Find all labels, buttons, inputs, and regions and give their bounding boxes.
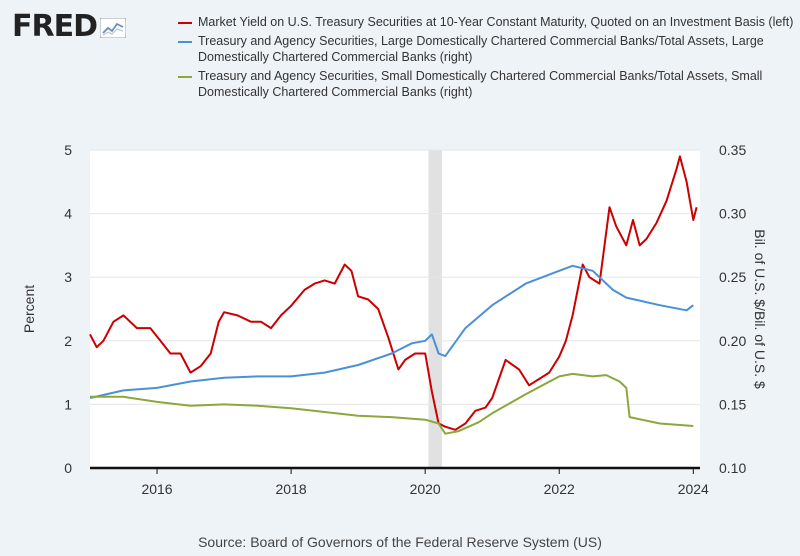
line-chart-icon bbox=[100, 18, 126, 38]
chart-legend: Market Yield on U.S. Treasury Securities… bbox=[178, 14, 798, 103]
legend-label: Treasury and Agency Securities, Small Do… bbox=[198, 69, 763, 99]
y-left-tick-label: 2 bbox=[64, 333, 72, 349]
x-tick-label: 2016 bbox=[141, 481, 172, 497]
y-axis-left-title: Percent bbox=[21, 285, 37, 333]
y-left-tick-label: 4 bbox=[64, 206, 72, 222]
y-right-tick-label: 0.15 bbox=[719, 396, 746, 412]
legend-swatch-green bbox=[178, 76, 192, 78]
y-left-tick-label: 0 bbox=[64, 460, 72, 476]
legend-label: Market Yield on U.S. Treasury Securities… bbox=[198, 15, 794, 29]
y-right-tick-label: 0.25 bbox=[719, 269, 746, 285]
legend-swatch-blue bbox=[178, 41, 192, 43]
y-right-tick-label: 0.30 bbox=[719, 206, 746, 222]
fred-logo[interactable]: FRED bbox=[12, 12, 126, 42]
y-right-tick-label: 0.20 bbox=[719, 333, 746, 349]
series-line-large-banks[interactable] bbox=[89, 264, 694, 399]
x-tick-label: 2020 bbox=[410, 481, 441, 497]
legend-item-large-banks[interactable]: Treasury and Agency Securities, Large Do… bbox=[178, 33, 798, 65]
legend-item-ten-year-yield[interactable]: Market Yield on U.S. Treasury Securities… bbox=[178, 14, 798, 30]
logo-text: FRED bbox=[12, 9, 98, 44]
legend-label: Treasury and Agency Securities, Large Do… bbox=[198, 34, 764, 64]
x-tick-label: 2022 bbox=[544, 481, 575, 497]
y-right-tick-label: 0.35 bbox=[719, 142, 746, 158]
legend-swatch-red bbox=[178, 22, 192, 24]
x-tick-label: 2018 bbox=[276, 481, 307, 497]
source-note: Source: Board of Governors of the Federa… bbox=[198, 534, 602, 550]
series-line-ten-year-yield[interactable] bbox=[89, 155, 698, 431]
x-tick-label: 2024 bbox=[678, 481, 709, 497]
legend-item-small-banks[interactable]: Treasury and Agency Securities, Small Do… bbox=[178, 68, 798, 100]
y-left-tick-label: 1 bbox=[64, 396, 72, 412]
y-right-tick-label: 0.10 bbox=[719, 460, 746, 476]
y-axis-right-title: Bil. of U.S. $/Bil. of U.S. $ bbox=[752, 229, 768, 389]
plot-area bbox=[90, 150, 700, 468]
series-line-small-banks[interactable] bbox=[90, 372, 694, 435]
y-left-tick-label: 3 bbox=[64, 269, 72, 285]
y-left-tick-label: 5 bbox=[64, 142, 72, 158]
